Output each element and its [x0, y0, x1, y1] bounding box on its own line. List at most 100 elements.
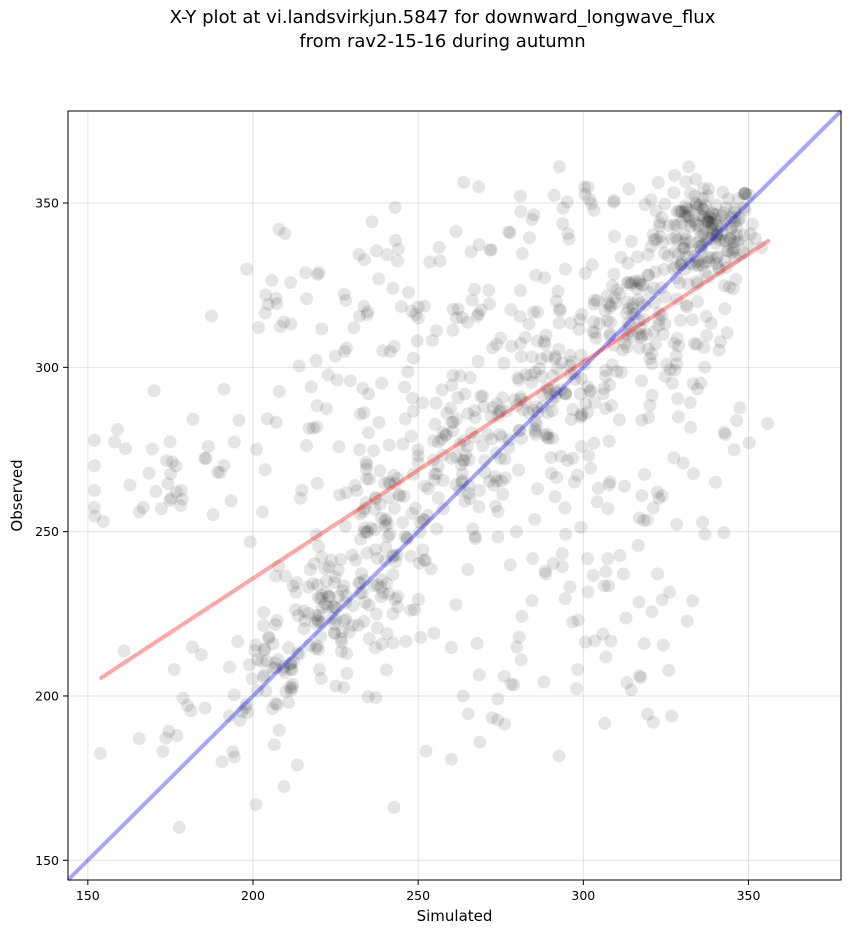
data-point: [607, 229, 621, 243]
data-point: [386, 607, 400, 621]
data-point: [468, 430, 482, 444]
data-point: [360, 458, 374, 472]
data-point: [357, 573, 371, 587]
data-point: [483, 243, 497, 257]
data-point: [331, 563, 345, 577]
data-point: [634, 670, 648, 684]
data-point: [398, 380, 412, 394]
data-point: [674, 258, 688, 272]
data-point: [721, 244, 735, 258]
data-point: [487, 478, 501, 492]
data-point: [667, 168, 681, 182]
data-point: [726, 243, 740, 257]
data-point: [695, 243, 709, 257]
data-point: [293, 491, 307, 505]
data-point: [357, 614, 371, 628]
data-point: [418, 553, 432, 567]
data-point: [701, 231, 715, 245]
data-point: [620, 676, 634, 690]
data-point: [486, 341, 500, 355]
data-point: [369, 607, 383, 621]
data-point: [462, 479, 476, 493]
data-point: [476, 389, 490, 403]
data-point: [278, 665, 292, 679]
data-point: [378, 519, 392, 533]
data-point: [549, 294, 563, 308]
data-point: [581, 405, 595, 419]
data-point: [588, 326, 602, 340]
data-point: [435, 432, 449, 446]
data-point: [578, 187, 592, 201]
data-point: [602, 478, 616, 492]
data-point: [474, 389, 488, 403]
data-point: [259, 684, 273, 698]
data-point: [286, 677, 300, 691]
data-point: [665, 709, 679, 723]
data-point: [551, 284, 565, 298]
data-point: [718, 302, 732, 316]
data-point: [514, 204, 528, 218]
data-point: [472, 238, 486, 252]
data-point: [430, 467, 444, 481]
data-point: [379, 663, 393, 677]
data-point: [499, 404, 513, 418]
data-point: [574, 348, 588, 362]
data-point: [277, 660, 291, 674]
data-point: [545, 394, 559, 408]
data-point: [671, 233, 685, 247]
data-point: [528, 512, 542, 526]
data-point: [411, 593, 425, 607]
y-axis-label: Observed: [8, 459, 26, 531]
data-point: [174, 498, 188, 512]
data-point: [287, 655, 301, 669]
data-point: [699, 199, 713, 213]
data-point: [737, 187, 751, 201]
data-point: [706, 227, 720, 241]
data-point: [512, 373, 526, 387]
data-point: [446, 302, 460, 316]
data-point: [691, 277, 705, 291]
data-point: [528, 414, 542, 428]
data-point: [603, 329, 617, 343]
data-point: [695, 515, 709, 529]
data-point: [198, 701, 212, 715]
data-point: [641, 342, 655, 356]
data-point: [503, 226, 517, 240]
data-point: [645, 605, 659, 619]
data-point: [526, 552, 540, 566]
data-point: [251, 684, 265, 698]
data-point: [215, 755, 229, 769]
data-point: [603, 378, 617, 392]
data-point: [737, 228, 751, 242]
data-point: [438, 428, 452, 442]
data-point: [386, 636, 400, 650]
data-point: [619, 306, 633, 320]
data-point: [542, 387, 556, 401]
data-point: [290, 758, 304, 772]
data-point: [338, 344, 352, 358]
data-point: [455, 475, 469, 489]
data-point: [367, 444, 381, 458]
data-point: [360, 472, 374, 486]
data-point: [603, 301, 617, 315]
data-point: [575, 408, 589, 422]
data-point: [624, 683, 638, 697]
data-point: [622, 324, 636, 338]
data-point: [685, 313, 699, 327]
data-point: [353, 309, 367, 323]
data-point: [306, 421, 320, 435]
data-point: [558, 501, 572, 515]
data-point: [578, 266, 592, 280]
data-point: [524, 375, 538, 389]
data-point: [573, 387, 587, 401]
data-point: [578, 357, 592, 371]
data-point: [648, 296, 662, 310]
data-point: [683, 396, 697, 410]
data-point: [231, 634, 245, 648]
data-point: [459, 448, 473, 462]
data-point: [552, 342, 566, 356]
data-point: [507, 678, 521, 692]
data-point: [446, 424, 460, 438]
data-point: [270, 613, 284, 627]
data-point: [674, 216, 688, 230]
